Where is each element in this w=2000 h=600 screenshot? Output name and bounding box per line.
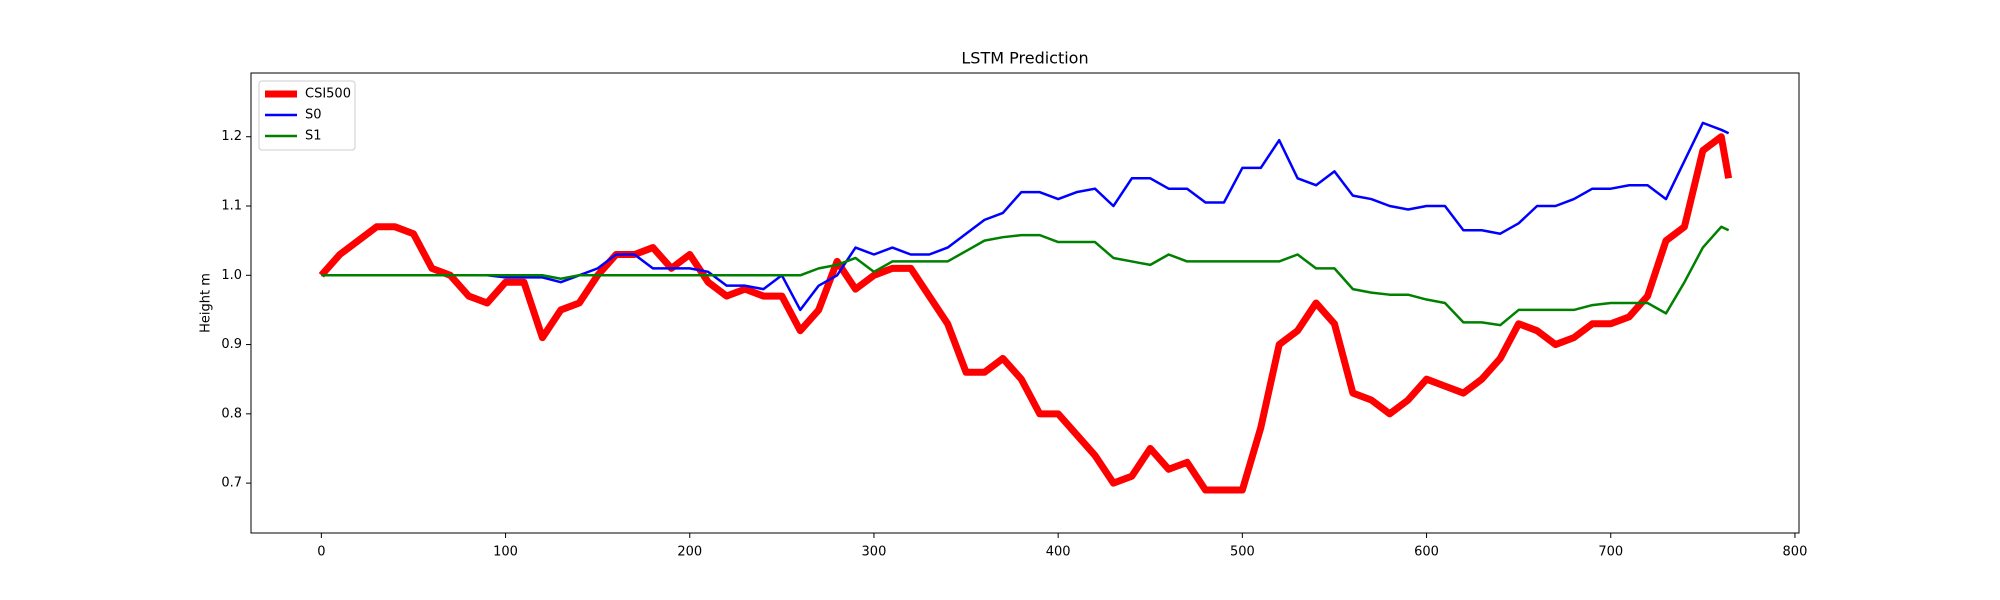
x-tick-label: 200 [677,545,702,560]
x-tick-label: 400 [1046,545,1071,560]
y-tick-label: 0.7 [221,476,242,491]
x-tick-label: 600 [1414,545,1439,560]
y-tick-label: 1.0 [221,268,242,283]
x-tick-label: 0 [317,545,325,560]
x-tick-label: 300 [862,545,887,560]
y-tick-label: 1.2 [221,129,242,144]
series-line [321,225,1730,327]
x-tick-label: 800 [1783,545,1808,560]
x-tick-label: 700 [1598,545,1623,560]
legend-label: S1 [305,129,322,144]
chart-title: LSTM Prediction [961,49,1088,68]
y-axis-label: Height m [199,273,214,333]
x-tick-label: 500 [1230,545,1255,560]
y-tick-label: 1.1 [221,199,242,214]
series-line [321,121,1730,312]
y-tick-label: 0.9 [221,337,242,352]
x-tick-label: 100 [493,545,518,560]
legend-box [258,80,356,151]
plot-frame [250,72,1800,534]
y-tick-label: 0.8 [221,406,242,421]
legend-label: S0 [305,108,322,123]
series-line [318,133,1733,494]
legend-label: CSI500 [305,87,351,102]
